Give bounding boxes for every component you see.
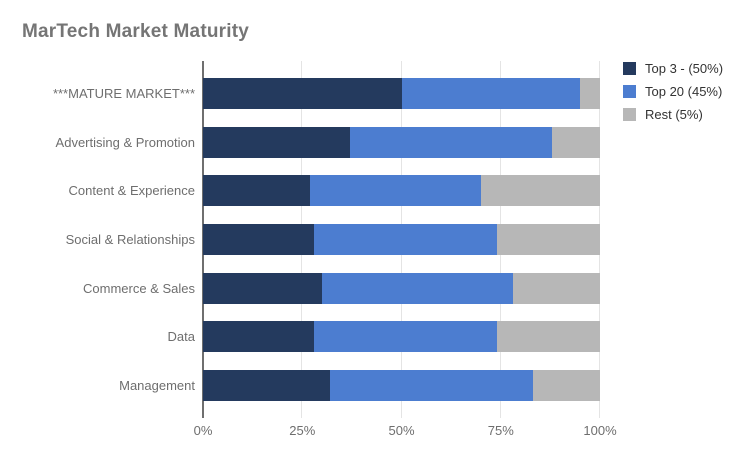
bar-segment-rest[interactable]	[496, 223, 600, 255]
legend-swatch-rest-icon	[623, 108, 636, 121]
bar-segment-top3[interactable]	[203, 77, 402, 109]
bar-segment-top3[interactable]	[203, 223, 315, 255]
stacked-bar-mature-market[interactable]	[203, 77, 600, 109]
category-label-content: Content & Experience	[68, 183, 195, 199]
category-label-commerce: Commerce & Sales	[83, 280, 195, 296]
bar-segment-top3[interactable]	[203, 321, 315, 353]
stacked-bar-social[interactable]	[203, 223, 600, 255]
stacked-bar-data[interactable]	[203, 321, 600, 353]
x-tick-100: 100%	[583, 423, 617, 438]
bar-segment-rest[interactable]	[512, 272, 600, 304]
bar-segment-top20[interactable]	[310, 175, 481, 207]
stacked-bar-content[interactable]	[203, 175, 600, 207]
chart-title: MarTech Market Maturity	[22, 21, 250, 42]
bar-row	[203, 361, 600, 410]
bar-segment-top20[interactable]	[314, 321, 497, 353]
category-label-data: Data	[167, 329, 195, 345]
x-tick-50: 50%	[388, 423, 415, 438]
legend-label-top3: Top 3 - (50%)	[645, 61, 724, 76]
bar-row	[203, 264, 600, 313]
category-label-management: Management	[119, 378, 195, 394]
x-axis: 0% 25% 50% 75% 100%	[194, 423, 617, 439]
bar-segment-top20[interactable]	[322, 272, 513, 304]
bar-segment-rest[interactable]	[580, 77, 600, 109]
legend-swatch-top3-icon	[623, 62, 636, 75]
legend-item-rest: Rest (5%)	[623, 107, 723, 122]
bar-segment-rest[interactable]	[552, 126, 600, 158]
bar-segment-top3[interactable]	[203, 272, 323, 304]
bar-rows: ***MATURE MARKET*** Advertising & Promot…	[0, 69, 600, 410]
category-label-social: Social & Relationships	[65, 231, 195, 247]
bar-row	[203, 69, 600, 118]
bar-row	[203, 313, 600, 362]
bar-segment-top20[interactable]	[401, 77, 581, 109]
legend-item-top3: Top 3 - (50%)	[623, 61, 724, 76]
stacked-bar-commerce[interactable]	[203, 272, 600, 304]
bar-row	[203, 166, 600, 215]
category-label-mature-market: ***MATURE MARKET***	[52, 85, 195, 101]
x-tick-0: 0%	[193, 423, 213, 438]
bar-segment-top20[interactable]	[330, 370, 533, 402]
bar-segment-top3[interactable]	[203, 126, 350, 158]
legend-swatch-top20-icon	[623, 85, 636, 98]
bar-segment-rest[interactable]	[532, 370, 600, 402]
stacked-bar-advertising[interactable]	[203, 126, 600, 158]
x-tick-25: 25%	[289, 423, 316, 438]
legend-label-top20: Top 20 (45%)	[645, 84, 723, 99]
legend-item-top20: Top 20 (45%)	[623, 84, 723, 99]
category-label-advertising: Advertising & Promotion	[55, 134, 195, 150]
x-tick-75: 75%	[487, 423, 514, 438]
legend: Top 3 - (50%) Top 20 (45%) Rest (5%)	[623, 61, 724, 131]
bar-segment-rest[interactable]	[496, 321, 600, 353]
bar-segment-top3[interactable]	[203, 370, 331, 402]
bar-segment-rest[interactable]	[480, 175, 600, 207]
stacked-bar-management[interactable]	[203, 370, 600, 402]
bar-row	[203, 215, 600, 264]
legend-label-rest: Rest (5%)	[645, 107, 703, 122]
bar-segment-top20[interactable]	[314, 223, 497, 255]
bar-segment-top20[interactable]	[349, 126, 553, 158]
bar-row	[203, 118, 600, 167]
bar-segment-top3[interactable]	[203, 175, 311, 207]
